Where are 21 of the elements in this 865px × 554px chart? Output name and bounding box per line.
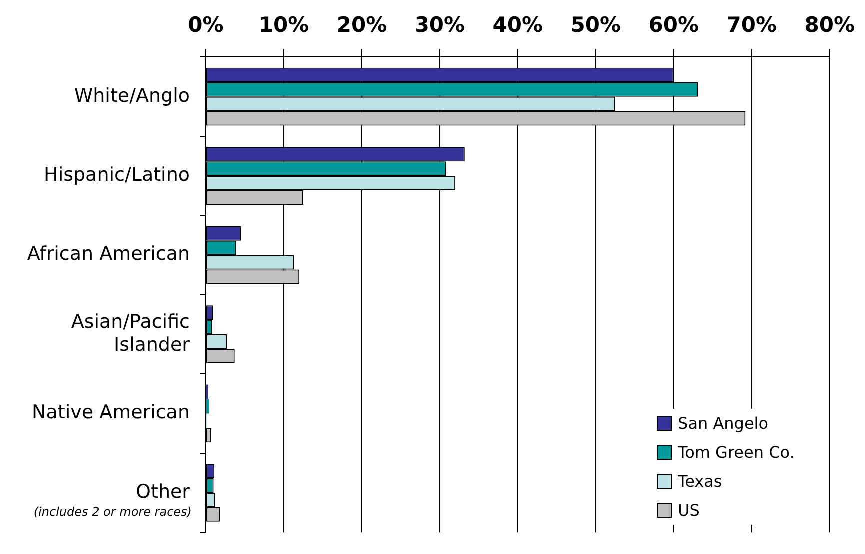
legend-label: San Angelo [678,414,769,433]
x-tick-label: 20% [336,13,388,38]
y-tick-label: Native American [32,402,190,424]
y-tick-label: Asian/Pacific Islander [71,311,190,356]
x-tick-label: 30% [414,13,466,38]
y-tick-label: White/Anglo [74,84,190,107]
x-tick-label: 40% [492,13,544,38]
y-tick-label: African American [27,243,190,266]
x-tick-label: 0% [188,13,224,38]
legend-label: Texas [678,472,722,491]
x-tick-label: 50% [570,13,622,38]
bar [206,399,210,414]
x-tick-label: 70% [726,13,778,38]
x-tick-label: 80% [804,13,855,38]
text: (includes 2 or more races) [34,504,192,519]
x-tick-label: 60% [648,13,700,38]
legend-label: US [678,500,700,520]
x-tick-label: 10% [258,13,310,38]
legend-label: Tom Green Co. [678,442,795,462]
y-tick-label: Other [136,480,190,503]
y-tick-label: Hispanic/Latino [44,164,190,186]
